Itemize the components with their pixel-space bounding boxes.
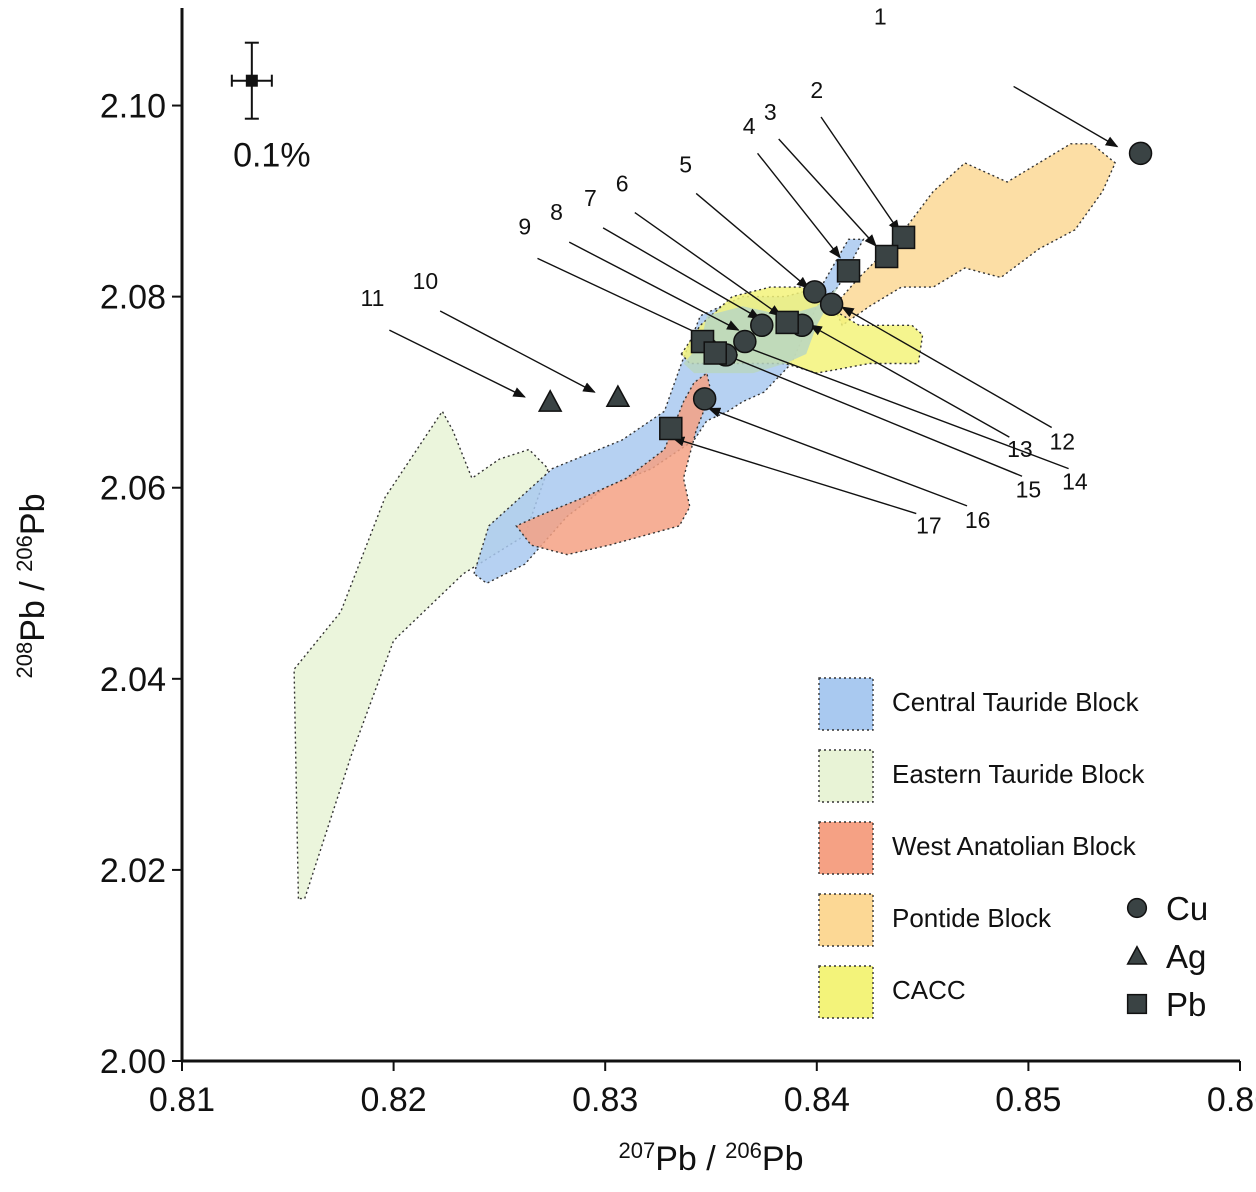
point-cu-8 bbox=[692, 387, 717, 411]
legend-label-cacc: CACC bbox=[892, 975, 966, 1005]
annotation-arrow-9 bbox=[537, 257, 717, 343]
legend-symbol-pb bbox=[1126, 993, 1148, 1015]
point-pb-2 bbox=[874, 244, 899, 269]
annotation-arrow-14 bbox=[735, 342, 1069, 470]
annotation-label-7: 7 bbox=[584, 185, 597, 211]
x-tick-label-0.86: 0.86 bbox=[1207, 1081, 1256, 1119]
annotation-label-9: 9 bbox=[518, 214, 531, 240]
point-cu-1 bbox=[1128, 141, 1153, 166]
annotation-arrow-12 bbox=[841, 306, 1053, 429]
legend-swatch-cacc bbox=[818, 965, 874, 1019]
legend-swatch-west-anatolian-block bbox=[818, 821, 874, 875]
point-pb-6 bbox=[703, 341, 727, 365]
annotation-label-5: 5 bbox=[679, 151, 692, 177]
field-pontide-block bbox=[832, 143, 1117, 327]
point-ag-2 bbox=[605, 384, 631, 408]
y-tick-label-2.10: 2.10 bbox=[100, 88, 166, 126]
y-tick-label-2.08: 2.08 bbox=[100, 279, 166, 317]
annotation-label-11: 11 bbox=[360, 285, 384, 311]
annotation-arrow-17 bbox=[671, 436, 917, 515]
annotation-arrow-16 bbox=[707, 407, 968, 507]
legend-label-west-anatolian-block: West Anatolian Block bbox=[892, 831, 1137, 861]
legend-label-central-tauride-block: Central Tauride Block bbox=[892, 687, 1140, 717]
annotation-arrow-10 bbox=[439, 310, 596, 393]
legend-symbol-ag bbox=[1126, 945, 1148, 965]
annotation-label-16: 16 bbox=[965, 507, 991, 533]
field-eastern-tauride-block bbox=[293, 409, 549, 900]
annotation-label-12: 12 bbox=[1049, 429, 1075, 455]
point-cu-6 bbox=[733, 329, 757, 354]
x-tick-label-0.84: 0.84 bbox=[784, 1081, 850, 1119]
point-cu-4 bbox=[750, 313, 774, 338]
annotation-label-14: 14 bbox=[1062, 469, 1088, 495]
x-axis-title: 207Pb / 206Pb bbox=[619, 1138, 804, 1178]
y-tick-label-2.04: 2.04 bbox=[100, 661, 166, 699]
legend-label-pontide-block: Pontide Block bbox=[892, 903, 1052, 933]
y-tick-label-2.00: 2.00 bbox=[100, 1043, 166, 1081]
point-pb-7 bbox=[659, 416, 683, 441]
annotation-arrow-4 bbox=[757, 152, 841, 259]
annotation-arrow-15 bbox=[724, 354, 1023, 477]
annotation-arrow-6 bbox=[634, 211, 782, 317]
y-tick-label-2.02: 2.02 bbox=[100, 852, 166, 890]
annotation-label-17: 17 bbox=[916, 513, 942, 539]
point-pb-1 bbox=[891, 225, 916, 250]
annotation-arrow-11 bbox=[389, 329, 526, 398]
x-tick-label-0.81: 0.81 bbox=[149, 1081, 215, 1119]
point-pb-4 bbox=[775, 310, 799, 335]
legend-symbol-label-pb: Pb bbox=[1166, 986, 1206, 1023]
annotation-label-8: 8 bbox=[550, 199, 563, 225]
legend-layer: Central Tauride Block Eastern Tauride Blo… bbox=[818, 677, 1208, 1023]
y-tick-label-2.06: 2.06 bbox=[100, 470, 166, 508]
legend-symbol-label-ag: Ag bbox=[1166, 938, 1206, 975]
point-pb-3 bbox=[836, 259, 861, 283]
annotation-label-2: 2 bbox=[810, 77, 823, 103]
annotation-label-15: 15 bbox=[1016, 476, 1042, 502]
legend-symbol-cu bbox=[1126, 897, 1148, 919]
annotation-arrow-2 bbox=[820, 116, 901, 233]
legend-swatch-central-tauride-block bbox=[818, 677, 874, 731]
legend-swatch-pontide-block bbox=[818, 893, 874, 947]
annotation-label-4: 4 bbox=[743, 113, 756, 139]
annotation-arrow-8 bbox=[568, 241, 740, 331]
error-bar-label: 0.1% bbox=[233, 137, 311, 175]
x-tick-label-0.82: 0.82 bbox=[361, 1081, 427, 1119]
point-ag-1 bbox=[537, 389, 563, 412]
point-cu-3 bbox=[819, 292, 844, 317]
point-cu-2 bbox=[802, 280, 827, 304]
annotation-label-6: 6 bbox=[616, 171, 629, 197]
legend-swatch-eastern-tauride-block bbox=[818, 749, 874, 803]
legend-symbol-label-cu: Cu bbox=[1166, 890, 1208, 927]
legend-label-eastern-tauride-block: Eastern Tauride Block bbox=[892, 759, 1145, 789]
annotation-arrow-3 bbox=[778, 138, 877, 247]
annotation-label-13: 13 bbox=[1007, 436, 1033, 462]
y-axis-title: 208Pb / 206Pb bbox=[12, 494, 52, 679]
annotation-label-1: 1 bbox=[874, 3, 887, 29]
annotation-arrow-13 bbox=[809, 324, 1010, 438]
annotation-arrow-5 bbox=[695, 192, 810, 289]
x-tick-label-0.85: 0.85 bbox=[995, 1081, 1061, 1119]
annotation-arrow-7 bbox=[602, 227, 761, 320]
axes-layer: 0.1% 0.81 0.82 0.83 0.84 0.85 0.86 2.00 2.02 2.04… bbox=[12, 8, 1256, 1178]
annotation-label-3: 3 bbox=[764, 99, 777, 125]
annotation-label-10: 10 bbox=[413, 268, 439, 294]
field-west-anatolian-block bbox=[515, 371, 712, 556]
x-tick-label-0.83: 0.83 bbox=[572, 1081, 638, 1119]
annotation-arrow-1 bbox=[1013, 85, 1119, 148]
error-bar-center bbox=[245, 74, 258, 87]
